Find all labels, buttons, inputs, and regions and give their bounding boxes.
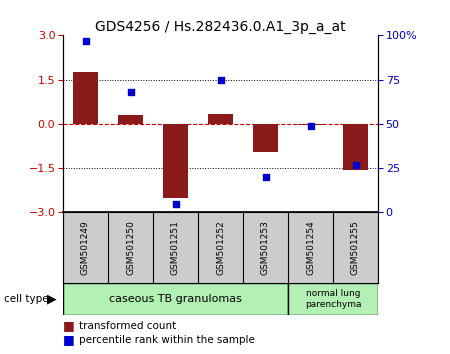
Point: [352, 162, 359, 167]
Text: caseous TB granulomas: caseous TB granulomas: [109, 294, 242, 304]
Text: GSM501250: GSM501250: [126, 220, 135, 275]
Bar: [288, 283, 378, 315]
Text: ■: ■: [63, 333, 75, 346]
Bar: [343, 124, 368, 170]
Text: GSM501253: GSM501253: [261, 220, 270, 275]
Bar: [73, 72, 98, 124]
Title: GDS4256 / Hs.282436.0.A1_3p_a_at: GDS4256 / Hs.282436.0.A1_3p_a_at: [95, 21, 346, 34]
Text: GSM501251: GSM501251: [171, 220, 180, 275]
Text: GSM501255: GSM501255: [351, 220, 360, 275]
Text: ▶: ▶: [47, 293, 57, 306]
Point: [307, 123, 314, 129]
Point: [127, 89, 134, 95]
Bar: [208, 114, 233, 124]
Text: percentile rank within the sample: percentile rank within the sample: [79, 335, 255, 345]
Point: [217, 77, 224, 82]
Bar: [163, 124, 188, 198]
Bar: [298, 124, 323, 125]
Point: [172, 201, 179, 206]
Bar: [63, 283, 288, 315]
Point: [82, 38, 89, 44]
Text: GSM501254: GSM501254: [306, 221, 315, 275]
Bar: [118, 115, 143, 124]
Text: GSM501252: GSM501252: [216, 221, 225, 275]
Text: GSM501249: GSM501249: [81, 221, 90, 275]
Point: [262, 174, 269, 180]
Text: cell type: cell type: [4, 294, 49, 304]
Text: ■: ■: [63, 319, 75, 332]
Bar: [253, 124, 278, 152]
Text: transformed count: transformed count: [79, 321, 176, 331]
Text: normal lung
parenchyma: normal lung parenchyma: [305, 290, 361, 309]
